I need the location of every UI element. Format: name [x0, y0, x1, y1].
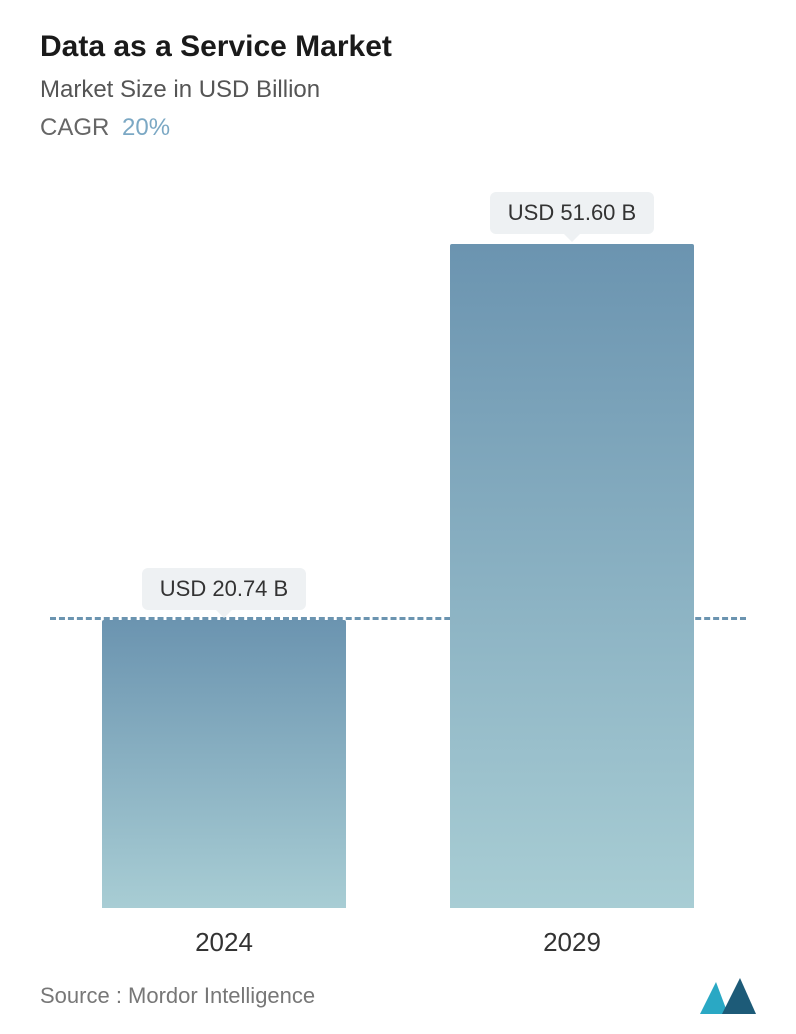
- bar: [450, 244, 694, 908]
- x-axis-label: 2024: [67, 927, 380, 958]
- chart-area: USD 20.74 B USD 51.60 B 2024 2029: [50, 172, 746, 968]
- bar-group: USD 20.74 B: [67, 192, 380, 908]
- cagr-label: CAGR: [40, 114, 109, 141]
- brand-logo-icon: [700, 978, 756, 1014]
- value-badge: USD 20.74 B: [142, 568, 306, 610]
- chart-subtitle: Market Size in USD Billion: [40, 76, 756, 104]
- chart-container: Data as a Service Market Market Size in …: [0, 0, 796, 1034]
- bar-group: USD 51.60 B: [415, 192, 728, 908]
- source-text: Source : Mordor Intelligence: [40, 983, 315, 1009]
- cagr-value: 20%: [122, 114, 170, 141]
- cagr-row: CAGR 20%: [40, 114, 756, 142]
- footer: Source : Mordor Intelligence: [40, 968, 756, 1014]
- value-badge: USD 51.60 B: [490, 192, 654, 234]
- x-axis-label: 2029: [415, 927, 728, 958]
- bars-wrap: USD 20.74 B USD 51.60 B: [50, 192, 746, 908]
- chart-title: Data as a Service Market: [40, 30, 756, 64]
- x-axis-labels: 2024 2029: [50, 927, 746, 958]
- bar: [102, 620, 346, 908]
